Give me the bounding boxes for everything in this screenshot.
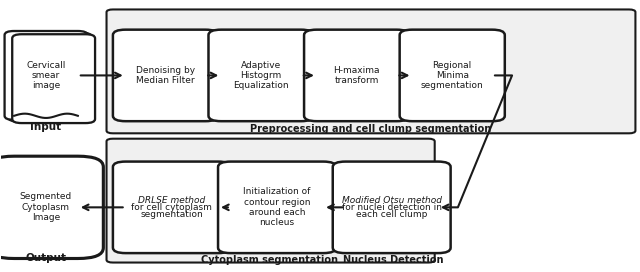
FancyBboxPatch shape	[8, 33, 92, 122]
FancyBboxPatch shape	[12, 34, 95, 123]
Text: Adaptive
Histogrm
Equalization: Adaptive Histogrm Equalization	[233, 61, 289, 90]
Text: Modified Otsu method: Modified Otsu method	[342, 196, 442, 205]
FancyBboxPatch shape	[0, 156, 103, 258]
Text: Nucleus Detection: Nucleus Detection	[343, 255, 444, 265]
Text: each cell clump: each cell clump	[356, 209, 428, 219]
Text: Initialization of
contour region
around each
nucleus: Initialization of contour region around …	[243, 187, 310, 227]
Text: Cervicall
smear
image: Cervicall smear image	[26, 61, 66, 90]
Text: DRLSE method: DRLSE method	[138, 196, 205, 205]
Text: Segmented
Cytoplasm
Image: Segmented Cytoplasm Image	[20, 193, 72, 222]
FancyBboxPatch shape	[209, 30, 314, 121]
FancyBboxPatch shape	[4, 31, 88, 120]
FancyBboxPatch shape	[106, 10, 636, 133]
Text: Denoising by
Median Filter: Denoising by Median Filter	[136, 66, 195, 85]
Text: for cell cytoplasm: for cell cytoplasm	[131, 203, 212, 212]
FancyBboxPatch shape	[304, 30, 409, 121]
Text: Output: Output	[26, 254, 67, 264]
Text: segmentation: segmentation	[140, 209, 204, 219]
FancyBboxPatch shape	[399, 30, 505, 121]
FancyBboxPatch shape	[333, 162, 451, 253]
Text: Input: Input	[31, 122, 61, 132]
FancyBboxPatch shape	[113, 30, 218, 121]
Text: Preprocessing and cell clump segmentation: Preprocessing and cell clump segmentatio…	[250, 124, 492, 134]
FancyBboxPatch shape	[113, 162, 231, 253]
Text: for nuclei detection in: for nuclei detection in	[342, 203, 442, 212]
FancyBboxPatch shape	[218, 162, 336, 253]
FancyBboxPatch shape	[106, 139, 435, 262]
Text: Regional
Minima
segmentation: Regional Minima segmentation	[421, 61, 484, 90]
Text: Cytoplasm segmentation: Cytoplasm segmentation	[200, 255, 337, 265]
Text: H-maxima
transform: H-maxima transform	[333, 66, 380, 85]
